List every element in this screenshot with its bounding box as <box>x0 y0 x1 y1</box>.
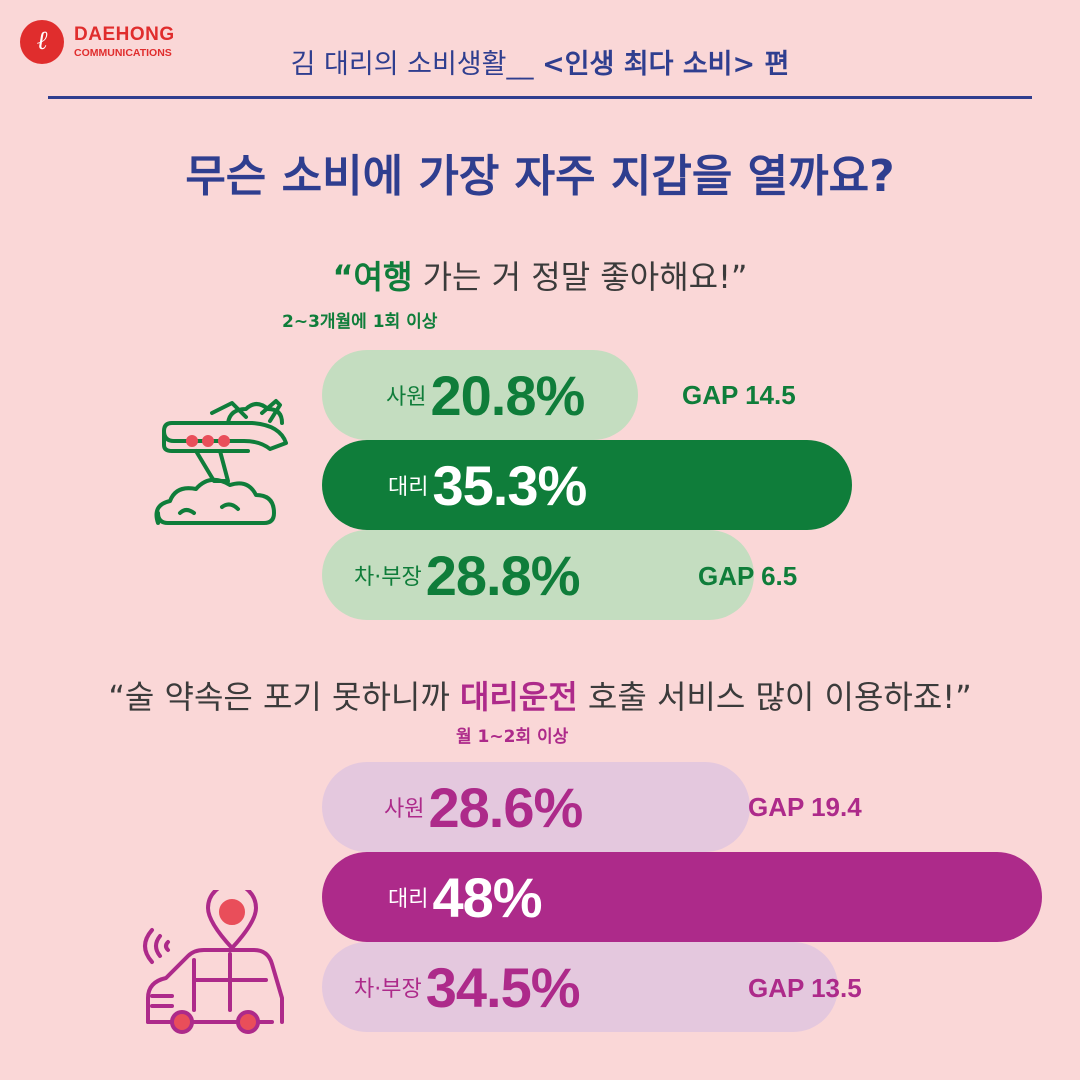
gap-label-driver-staff: GAP 19.4 <box>748 792 862 822</box>
value-label: 34.5% <box>425 955 581 1019</box>
category-label: 차·부장 <box>354 977 422 1002</box>
bar-label-manager-driver: 차·부장 34.5% <box>354 942 581 1032</box>
bar-assistant-manager-travel: 대리 35.3% <box>322 440 852 530</box>
travel-quote-rest: 가는 거 정말 좋아해요!” <box>412 258 748 296</box>
value-label: 20.8% <box>430 363 585 427</box>
gap-label-travel-staff: GAP 14.5 <box>682 380 796 410</box>
bar-assistant-manager-driver: 대리 48% <box>322 852 1042 942</box>
category-label: 대리 <box>388 887 429 912</box>
gap-label-driver-manager: GAP 13.5 <box>748 973 862 1003</box>
header-divider <box>48 96 1032 99</box>
driver-quote-after: 호출 서비스 많이 이용하죠!” <box>577 678 972 716</box>
bar-staff-travel: 사원 20.8% <box>322 350 638 440</box>
logo-subtitle: COMMUNICATIONS <box>74 47 172 59</box>
value-label: 28.6% <box>428 775 583 839</box>
driver-quote: “술 약속은 포기 못하니까 대리운전 호출 서비스 많이 이용하죠!” <box>0 672 1080 718</box>
bar-staff-driver: 사원 28.6% <box>322 762 750 852</box>
bar-manager-travel: 차·부장 28.8% <box>322 530 754 620</box>
series-title: 김 대리의 소비생활__ <인생 최다 소비> 편 <box>0 42 1080 81</box>
category-label: 차·부장 <box>354 565 422 590</box>
driver-frequency: 월 1~2회 이상 <box>456 727 569 747</box>
value-label: 48% <box>432 865 542 929</box>
series-title-part1: 김 대리의 소비생활__ <box>290 49 543 80</box>
bar-label-staff-travel: 사원 20.8% <box>386 350 585 440</box>
driver-quote-before: “술 약속은 포기 못하니까 <box>108 678 460 716</box>
page-headline: 무슨 소비에 가장 자주 지갑을 열까요? <box>185 151 895 202</box>
bar-label-assistant-manager-travel: 대리 35.3% <box>388 440 587 530</box>
series-title-part2: <인생 최다 소비> 편 <box>542 49 790 80</box>
driver-quote-highlight: 대리운전 <box>459 678 578 716</box>
category-label: 대리 <box>388 475 429 500</box>
gap-label-travel-manager: GAP 6.5 <box>698 561 798 591</box>
travel-quote: “여행 가는 거 정말 좋아해요!” <box>0 252 1080 298</box>
bar-label-staff-driver: 사원 28.6% <box>384 762 583 852</box>
category-label: 사원 <box>386 385 427 410</box>
category-label: 사원 <box>384 797 425 822</box>
travel-quote-open: “ <box>332 258 354 296</box>
bar-label-assistant-manager-driver: 대리 48% <box>388 852 543 942</box>
value-label: 35.3% <box>432 453 587 517</box>
logo-mark-icon: ℓ <box>20 20 64 64</box>
value-label: 28.8% <box>425 543 581 607</box>
car-location-icon <box>140 882 290 1044</box>
bar-manager-driver: 차·부장 34.5% <box>322 942 838 1032</box>
travel-frequency: 2~3개월에 1회 이상 <box>282 312 438 332</box>
travel-quote-highlight: 여행 <box>353 258 413 296</box>
airplane-icon <box>150 395 290 534</box>
logo-name: DAEHONG <box>74 24 175 45</box>
company-logo: ℓ DAEHONG COMMUNICATIONS <box>20 16 220 66</box>
bar-label-manager-travel: 차·부장 28.8% <box>354 530 581 620</box>
